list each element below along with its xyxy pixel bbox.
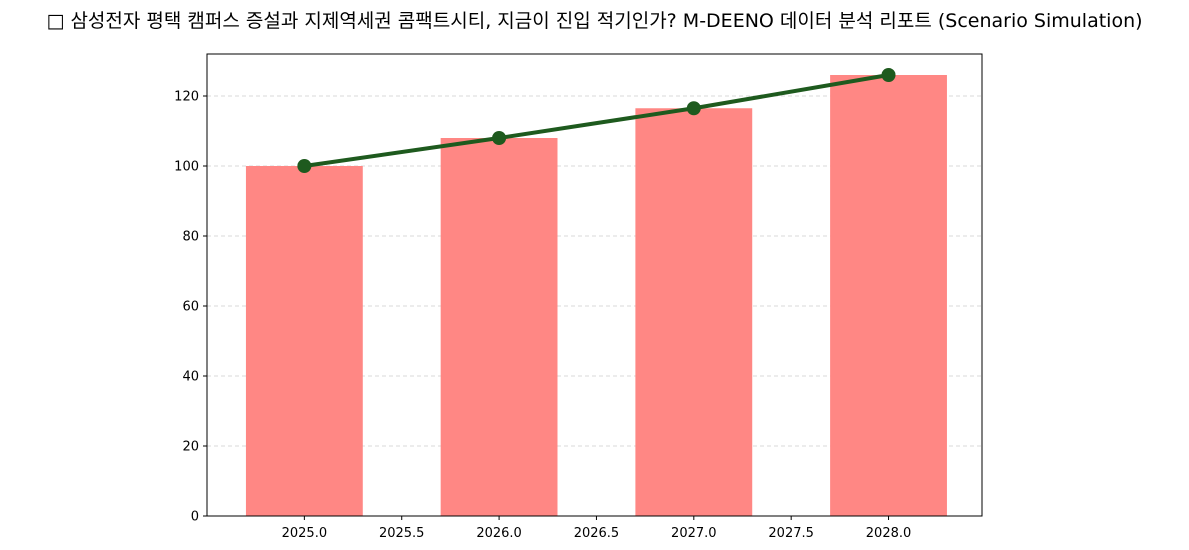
y-tick-label: 80 (182, 230, 199, 245)
y-tick-label: 20 (182, 440, 199, 455)
line-series (297, 68, 896, 173)
line-point (686, 101, 701, 116)
line-point (297, 159, 312, 173)
x-tick-label: 2027.5 (768, 526, 814, 541)
y-tick-label: 100 (174, 160, 199, 175)
bar (245, 166, 363, 516)
bar-series (245, 75, 947, 516)
bar (440, 138, 558, 516)
line-point (881, 68, 896, 82)
x-tick-label: 2025.5 (379, 526, 425, 541)
x-axis: 2025.0 2025.5 2026.0 2026.5 2027.0 2027.5 2028… (282, 516, 912, 541)
y-tick-label: 0 (191, 510, 199, 525)
series-line (304, 73, 889, 168)
x-tick-label: 2026.0 (476, 526, 522, 541)
y-tick-label: 120 (174, 90, 199, 105)
plot-frame (206, 53, 983, 517)
x-tick-label: 2027.0 (671, 526, 717, 541)
x-tick-label: 2026.5 (574, 526, 620, 541)
bar (635, 108, 753, 516)
bar (830, 75, 947, 516)
y-axis: 0 20 40 60 80 100 120 (174, 90, 207, 525)
y-tick-label: 40 (182, 370, 199, 385)
chart-title: □ 삼성전자 평택 캠퍼스 증설과 지제역세권 콤팩트시티, 지금이 진입 적기… (46, 10, 1143, 32)
y-tick-label: 60 (182, 300, 199, 315)
line-point (492, 131, 507, 145)
x-tick-label: 2025.0 (282, 526, 328, 541)
x-tick-label: 2028.0 (866, 526, 912, 541)
